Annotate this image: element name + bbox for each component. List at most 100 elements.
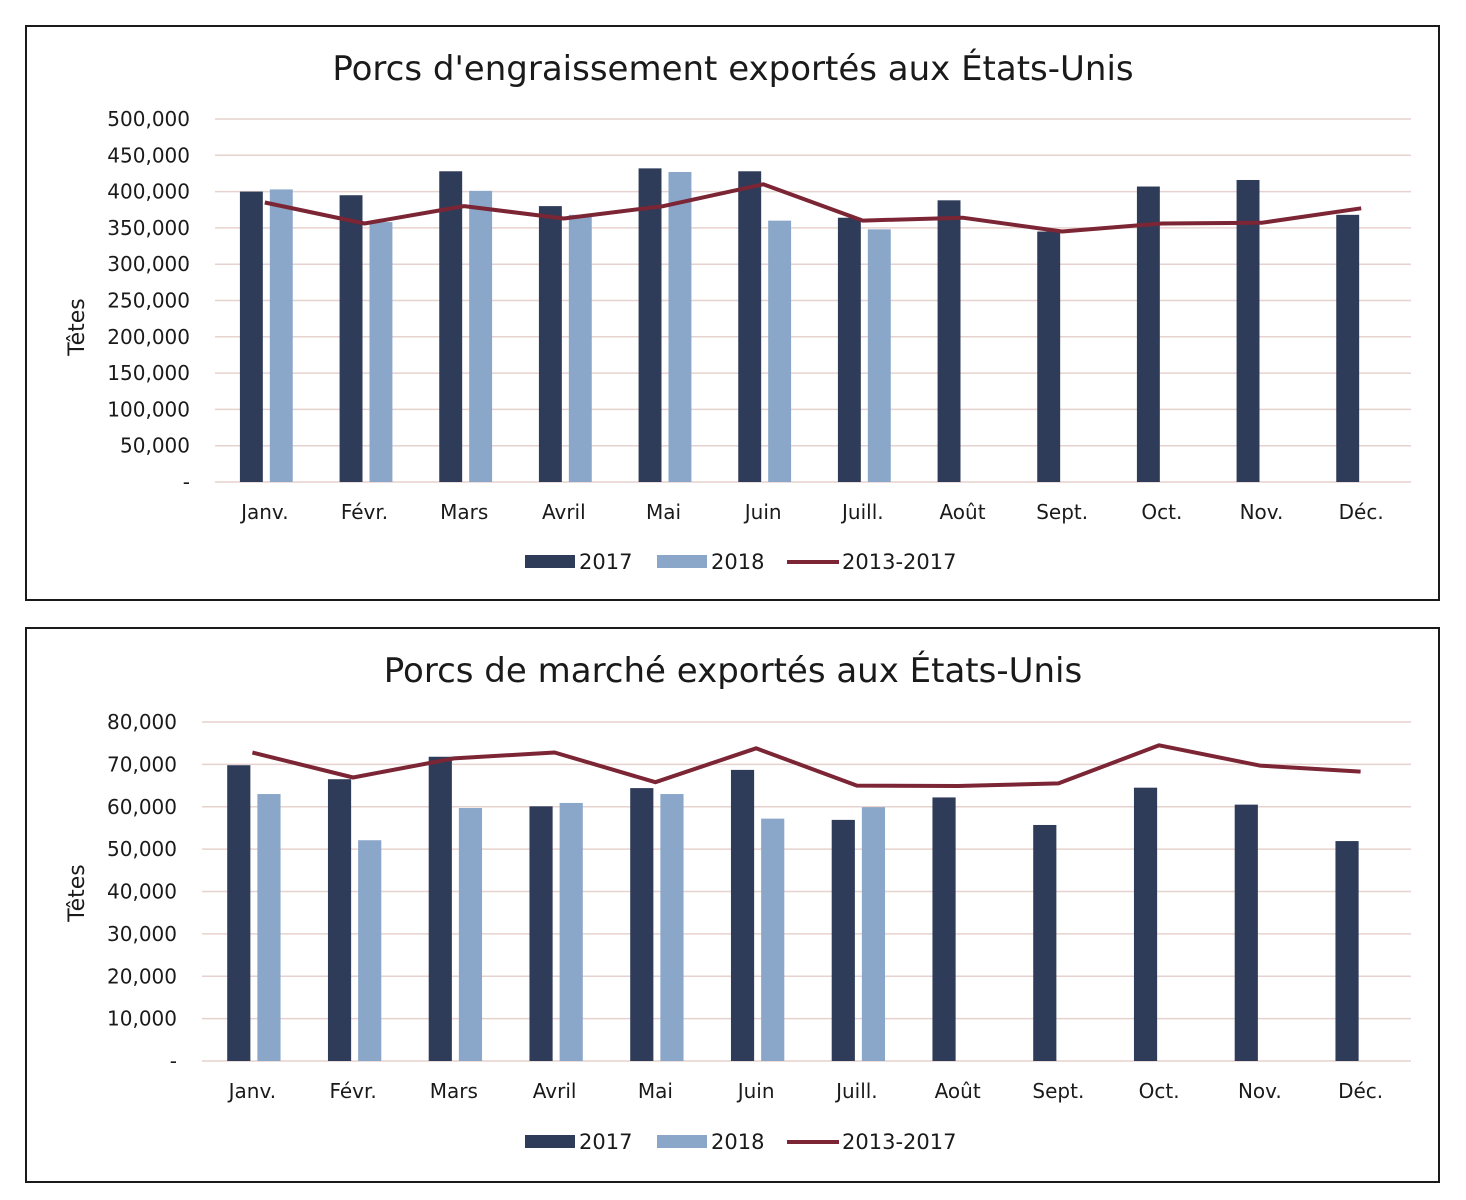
chart-title: Porcs de marché exportés aux États-Unis <box>384 650 1082 691</box>
chart-marche: Porcs de marché exportés aux États-Unis … <box>65 650 1411 1154</box>
y-tick-label: 350,000 <box>107 216 190 240</box>
x-tick-label: Déc. <box>1338 1079 1383 1103</box>
y-tick-label: 40,000 <box>107 880 177 904</box>
x-tick-label: Août <box>935 1079 981 1103</box>
bar-2017-2 <box>439 171 463 482</box>
legend-label-2018: 2018 <box>711 1130 764 1154</box>
legend-swatch-2017 <box>525 1135 575 1148</box>
bar-2018-4 <box>668 171 692 483</box>
x-tick-label: Mai <box>638 1079 673 1103</box>
bar-2017-7 <box>937 200 961 482</box>
legend-label-2017: 2017 <box>579 1130 632 1154</box>
bar-2017-11 <box>1335 841 1359 1061</box>
y-tick-label: 400,000 <box>107 180 190 204</box>
x-tick-label: Mars <box>440 500 488 524</box>
bar-2017-11 <box>1336 214 1360 482</box>
legend-label-2018: 2018 <box>711 550 764 574</box>
x-tick-label: Sept. <box>1036 500 1088 524</box>
y-tick-label: 10,000 <box>107 1007 177 1031</box>
y-tick-label: 50,000 <box>120 434 190 458</box>
bar-2018-4 <box>660 794 684 1061</box>
bar-2017-7 <box>932 797 956 1061</box>
bar-2017-10 <box>1234 804 1258 1061</box>
y-tick-label: 70,000 <box>107 752 177 776</box>
legend-swatch-2018 <box>657 1135 707 1148</box>
bar-2017-10 <box>1236 179 1260 482</box>
x-tick-label: Janv. <box>227 1079 276 1103</box>
y-tick-label: 200,000 <box>107 325 190 349</box>
x-tick-label: Juill. <box>834 1079 878 1103</box>
x-tick-label: Nov. <box>1238 1079 1282 1103</box>
bar-2018-5 <box>761 818 785 1061</box>
x-tick-label: Déc. <box>1339 500 1384 524</box>
y-tick-label: 150,000 <box>107 361 190 385</box>
bar-2017-0 <box>227 765 251 1061</box>
y-tick-label: 80,000 <box>107 710 177 734</box>
x-tick-label: Janv. <box>239 500 288 524</box>
legend-swatch-2018 <box>657 555 707 568</box>
x-tick-label: Avril <box>542 500 586 524</box>
y-tick-label: 450,000 <box>107 143 190 167</box>
bar-2017-0 <box>239 191 263 482</box>
bar-2017-6 <box>837 217 861 482</box>
y-axis-label: Têtes <box>65 298 90 357</box>
bar-2017-4 <box>630 788 654 1061</box>
y-tick-label: 60,000 <box>107 795 177 819</box>
x-tick-label: Juin <box>743 500 782 524</box>
x-tick-label: Sept. <box>1032 1079 1084 1103</box>
bar-2017-5 <box>730 769 755 1061</box>
chart-panel-marche: Porcs de marché exportés aux États-Unis … <box>25 627 1440 1183</box>
x-tick-label: Mars <box>430 1079 478 1103</box>
legend-swatch-2017 <box>525 555 575 568</box>
x-tick-label: Févr. <box>341 500 388 524</box>
bar-2017-5 <box>738 171 762 482</box>
x-tick-label: Oct. <box>1139 1079 1180 1103</box>
bar-2018-6 <box>861 807 886 1061</box>
x-tick-label: Nov. <box>1240 500 1284 524</box>
bar-2018-5 <box>768 220 792 482</box>
legend: 2017 2018 2013-2017 <box>525 1130 956 1154</box>
x-tick-label: Oct. <box>1141 500 1182 524</box>
bar-2018-0 <box>269 189 293 482</box>
legend: 2017 2018 2013-2017 <box>525 550 956 574</box>
bar-2017-1 <box>327 779 352 1061</box>
x-tick-label: Févr. <box>329 1079 376 1103</box>
y-tick-label: 50,000 <box>107 837 177 861</box>
line-2013-2017 <box>251 743 1361 788</box>
bar-2017-1 <box>339 195 363 483</box>
y-tick-label: 100,000 <box>107 397 190 421</box>
chart-title: Porcs d'engraissement exportés aux États… <box>332 48 1133 89</box>
y-axis-label: Têtes <box>65 864 90 923</box>
bar-2017-9 <box>1136 186 1160 482</box>
bar-2017-2 <box>428 756 452 1061</box>
bar-2018-6 <box>867 229 891 482</box>
y-tick-label: - <box>183 470 190 494</box>
x-tick-label: Mai <box>646 500 681 524</box>
bar-2018-1 <box>369 222 393 483</box>
bar-2017-3 <box>538 206 562 482</box>
chart-panel-engraissement: Porcs d'engraissement exportés aux États… <box>25 25 1440 601</box>
legend-label-2017: 2017 <box>579 550 632 574</box>
bar-2017-8 <box>1033 824 1057 1061</box>
x-tick-label: Juin <box>736 1079 775 1103</box>
bar-2018-1 <box>358 840 382 1061</box>
bar-2017-9 <box>1133 787 1158 1061</box>
legend-label-2013-2017: 2013-2017 <box>842 550 956 574</box>
bar-2017-3 <box>529 806 553 1061</box>
x-tick-label: Juill. <box>840 500 884 524</box>
y-tick-label: - <box>170 1049 177 1073</box>
y-tick-label: 20,000 <box>107 964 177 988</box>
x-tick-label: Avril <box>533 1079 577 1103</box>
bar-2018-2 <box>469 190 493 482</box>
y-tick-label: 500,000 <box>107 107 190 131</box>
y-tick-label: 30,000 <box>107 922 177 946</box>
bar-2018-3 <box>568 214 592 482</box>
y-tick-label: 250,000 <box>107 289 190 313</box>
bar-2018-2 <box>458 808 483 1061</box>
x-tick-label: Août <box>939 500 985 524</box>
bar-2017-8 <box>1037 231 1061 482</box>
chart-engraissement: Porcs d'engraissement exportés aux États… <box>65 48 1411 574</box>
legend-label-2013-2017: 2013-2017 <box>842 1130 956 1154</box>
y-tick-label: 300,000 <box>107 252 190 276</box>
line-2013-2017 <box>264 182 1362 234</box>
